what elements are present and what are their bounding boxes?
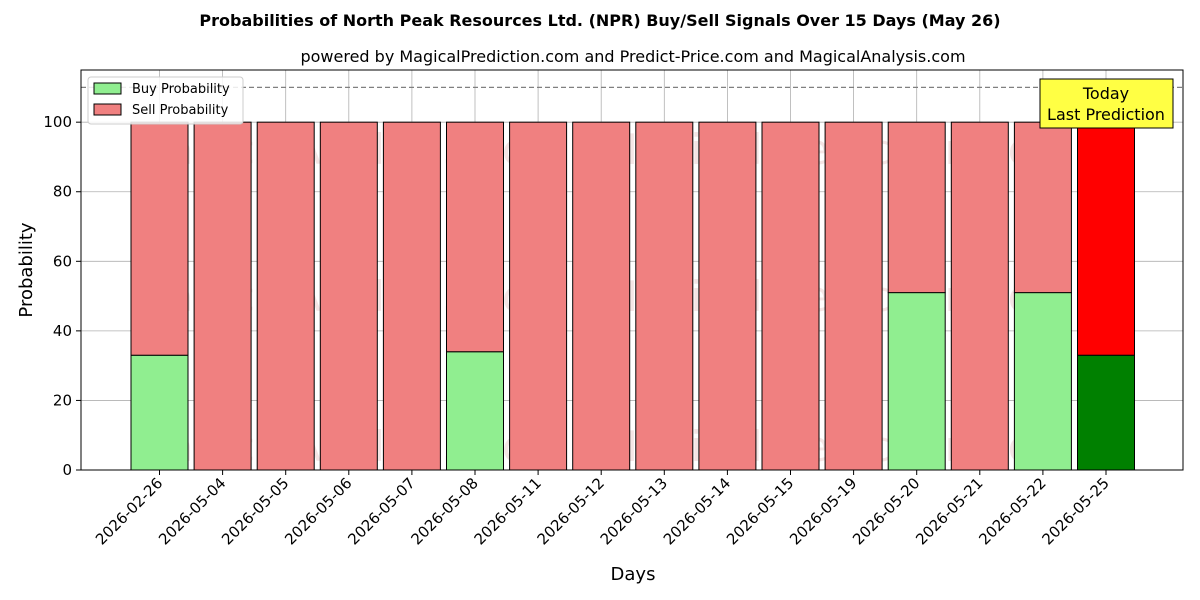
y-tick-label: 0 [62, 461, 72, 479]
sell-bar [950, 121, 1009, 471]
buy-bar [130, 354, 189, 471]
sell-bar [130, 121, 189, 356]
bars [130, 121, 1135, 471]
plot-frame [80, 69, 1184, 471]
sell-bar [572, 121, 631, 471]
today-annotation: Today Last Prediction [1039, 78, 1174, 129]
sell-bar [635, 121, 694, 471]
annotation-text: Last Prediction [1047, 105, 1165, 124]
sell-bar [887, 121, 946, 294]
x-axis-label: Days [611, 564, 656, 585]
y-tick-label: 20 [53, 391, 72, 409]
y-tick-label: 80 [53, 183, 72, 201]
sell-bar [256, 121, 315, 471]
legend-label: Sell Probability [132, 103, 229, 118]
sell-bar [193, 121, 252, 471]
sell-bar [1013, 121, 1072, 294]
sell-bar [319, 121, 378, 471]
legend-swatch [93, 82, 122, 95]
chart-title: Probabilities of North Peak Resources Lt… [199, 11, 1000, 30]
sell-bar [382, 121, 441, 471]
buy-bar [1013, 292, 1072, 471]
sell-bar [1077, 121, 1135, 356]
y-axis-label: Probability [16, 222, 37, 317]
legend-box [87, 76, 244, 125]
annotation-box [1039, 78, 1174, 129]
y-tick-label: 100 [43, 113, 72, 131]
legend-label: Buy Probability [132, 82, 230, 97]
chart-subtitle: powered by MagicalPrediction.com and Pre… [300, 47, 965, 66]
legend-swatch [93, 103, 122, 116]
y-tick-label: 60 [53, 252, 72, 270]
buy-bar [887, 292, 946, 471]
sell-bar [824, 121, 883, 471]
sell-bar [509, 121, 568, 471]
sell-bar [698, 121, 757, 471]
buy-bar [1077, 354, 1135, 471]
annotation-text: Today [1082, 84, 1129, 103]
buy-bar [446, 351, 504, 471]
legend: Buy Probability Sell Probability [87, 76, 244, 125]
y-tick-label: 40 [53, 322, 72, 340]
y-axis-ticks: 0 20 40 60 80 100 [43, 113, 81, 479]
sell-bar [761, 121, 820, 471]
sell-bar [446, 121, 504, 353]
